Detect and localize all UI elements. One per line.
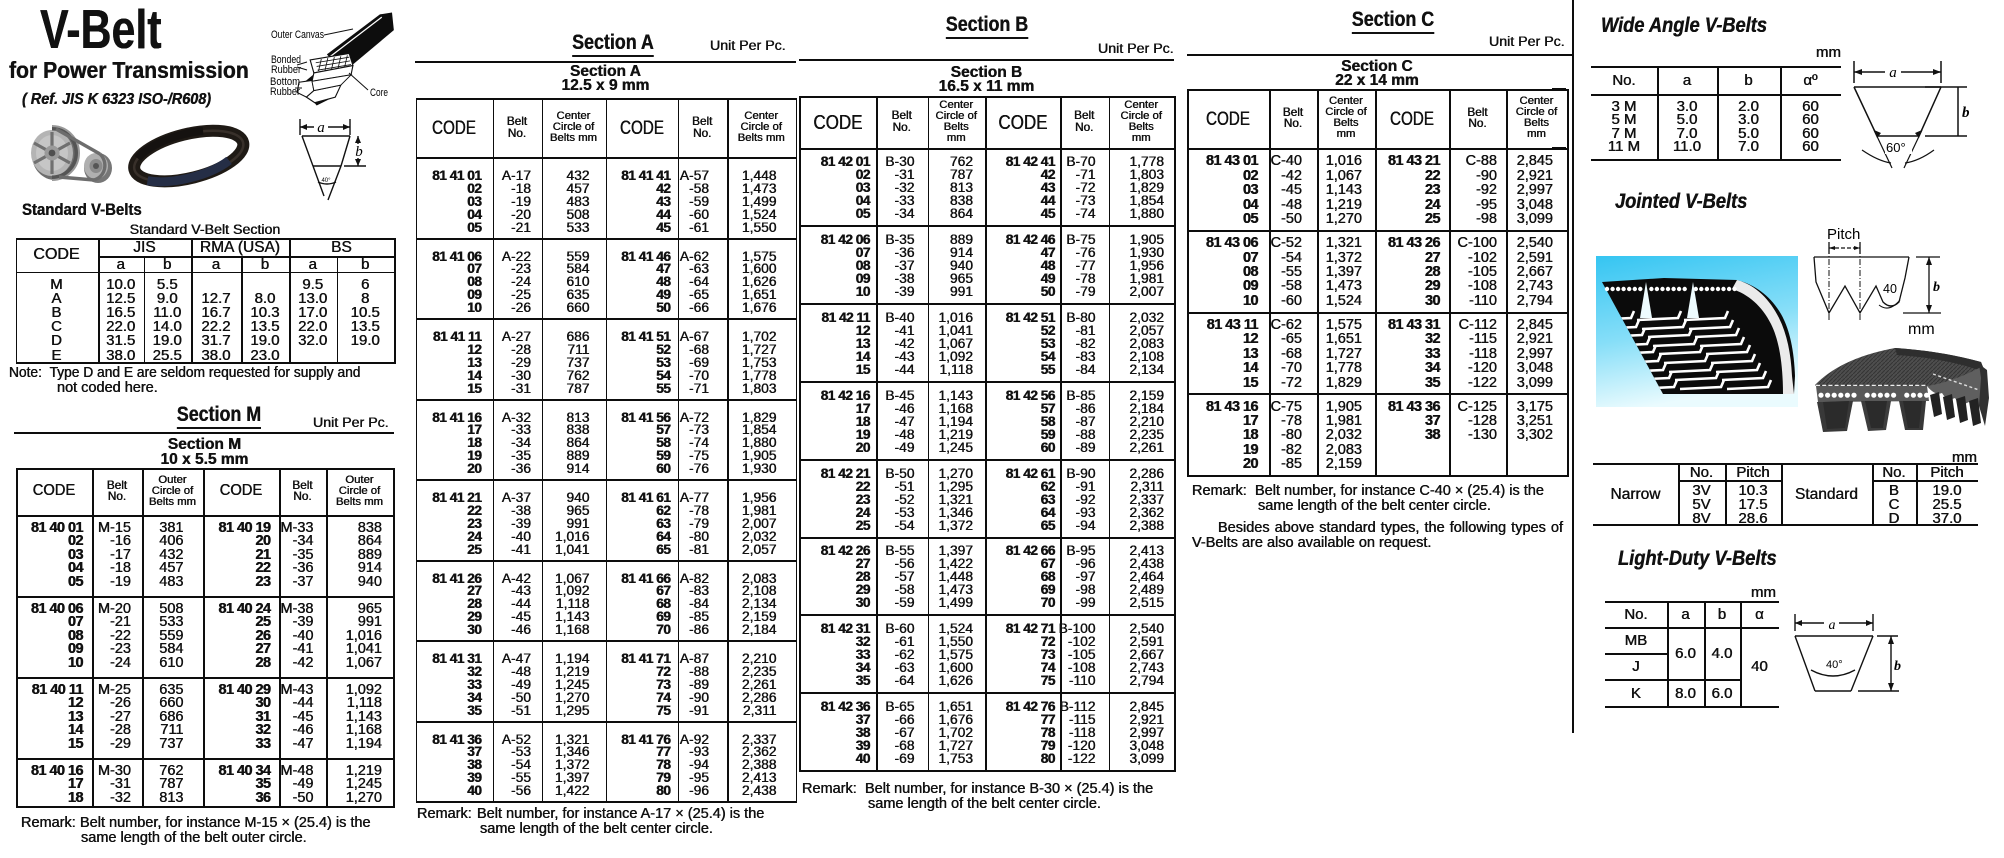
svg-text:Rubber: Rubber	[270, 86, 300, 98]
svg-text:b: b	[1962, 105, 1970, 121]
svg-text:Core: Core	[370, 87, 388, 99]
svg-text:a: a	[1889, 65, 1897, 81]
svg-text:40°: 40°	[1826, 659, 1843, 671]
svg-text:Pitch: Pitch	[1827, 226, 1860, 243]
svg-text:mm: mm	[1908, 321, 1935, 338]
svg-text:Bottom: Bottom	[270, 76, 300, 88]
svg-text:b: b	[1933, 280, 1940, 295]
svg-text:b: b	[1894, 659, 1901, 674]
svg-text:Bonded: Bonded	[271, 54, 301, 66]
svg-text:a: a	[1829, 618, 1836, 633]
svg-text:40: 40	[1883, 282, 1897, 296]
svg-text:60°: 60°	[1886, 140, 1906, 155]
svg-text:Outer Canvas: Outer Canvas	[271, 29, 324, 41]
svg-text:40°: 40°	[321, 178, 331, 184]
svg-text:a: a	[317, 120, 325, 136]
svg-text:Rubber: Rubber	[271, 64, 301, 76]
svg-text:b: b	[355, 144, 363, 160]
